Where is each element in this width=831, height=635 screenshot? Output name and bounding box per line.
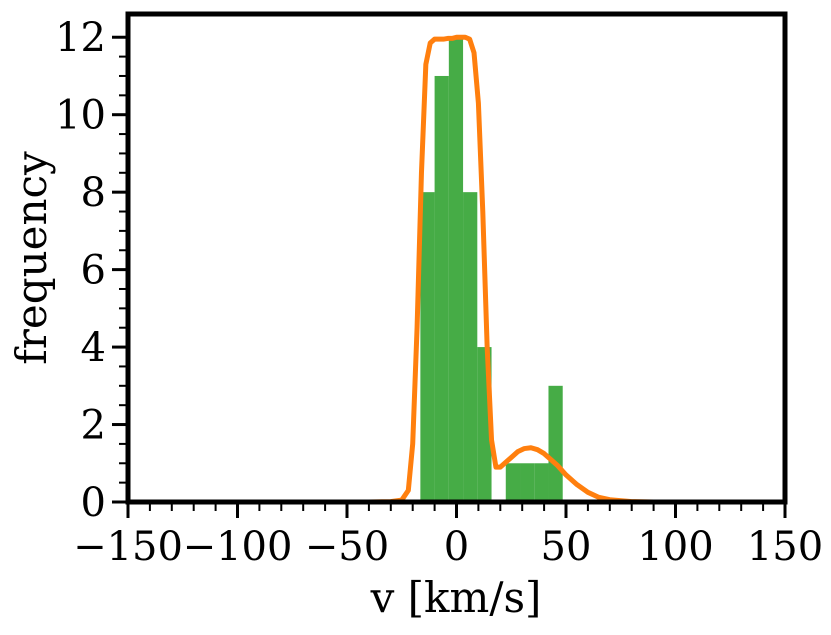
histogram-bar (548, 385, 563, 502)
y-tick-label: 2 (81, 403, 106, 449)
x-tick-label: −50 (305, 524, 389, 570)
x-tick-label: −100 (183, 524, 293, 570)
fit-curve (125, 34, 788, 505)
y-tick-label: 10 (55, 93, 106, 139)
y-axis: 0 2 4 6 8 10 12 (55, 15, 128, 526)
x-tick-label: 0 (444, 524, 469, 570)
x-tick-label: 150 (747, 524, 823, 570)
x-axis: −150 −100 −50 0 50 100 150 (73, 502, 823, 570)
histogram-bar (434, 75, 449, 502)
x-axis-label: v [km/s] (370, 573, 542, 622)
x-tick-label: −150 (73, 524, 183, 570)
histogram-bar (520, 463, 535, 502)
y-tick-label: 6 (81, 248, 106, 294)
y-axis-label: frequency (7, 151, 56, 365)
y-tick-label: 12 (55, 15, 106, 61)
histogram-bar (505, 463, 521, 502)
histogram-bar (420, 192, 435, 502)
y-tick-label: 8 (81, 170, 106, 216)
fit-curve-group (125, 34, 788, 505)
x-tick-label: 50 (541, 524, 592, 570)
histogram-bars (420, 37, 563, 502)
y-tick-label: 4 (81, 325, 106, 371)
x-tick-label: 100 (637, 524, 713, 570)
histogram-bar (448, 37, 464, 502)
y-tick-label: 0 (81, 480, 106, 526)
histogram-bar (534, 463, 549, 502)
histogram-bar (463, 192, 478, 502)
